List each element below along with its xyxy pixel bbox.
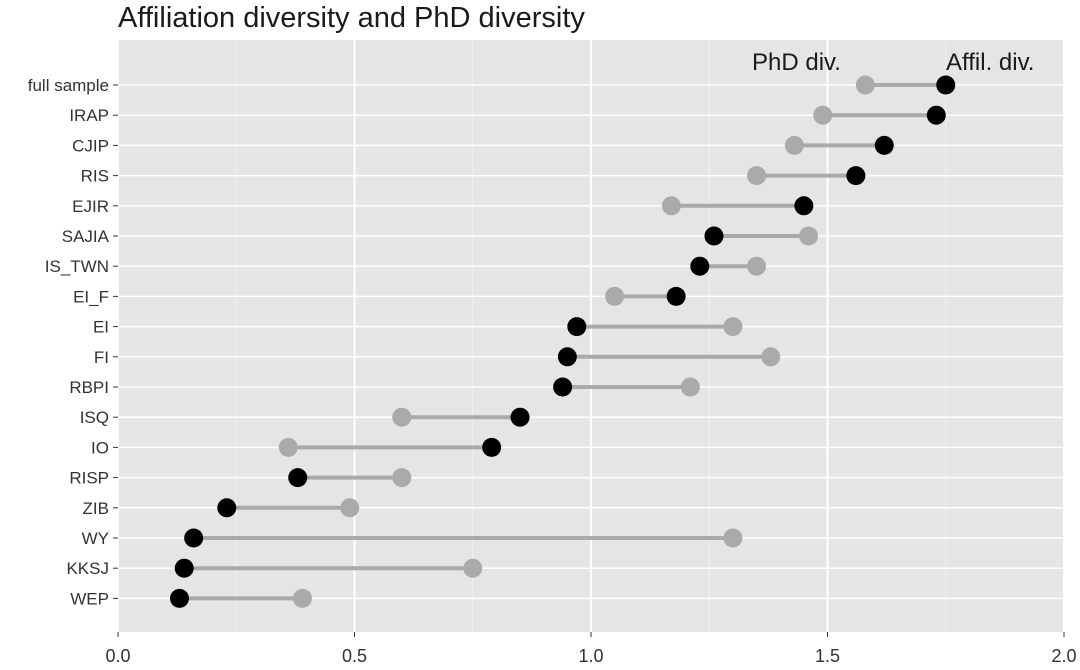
y-tick-label: IO: [91, 438, 109, 457]
affil-div-point: [510, 407, 530, 427]
affil-div-point: [926, 105, 946, 125]
y-tick-label: WY: [82, 529, 109, 548]
phd-div-point: [292, 588, 312, 608]
phd-div-point: [605, 286, 625, 306]
phd-div-point: [747, 256, 767, 276]
phd-div-point: [813, 105, 833, 125]
affil-div-point: [936, 75, 956, 95]
affil-div-point: [184, 528, 204, 548]
y-tick-label: EI: [93, 318, 109, 337]
y-tick-label: EJIR: [72, 197, 109, 216]
annotation-affil-div: Affil. div.: [946, 49, 1034, 76]
x-tick-label: 1.5: [815, 646, 840, 666]
phd-div-point: [784, 135, 804, 155]
y-tick-label: full sample: [28, 76, 109, 95]
y-axis-ticks: full sample IRAP CJIP RIS EJIR SAJIA IS_TWN EI_…: [28, 76, 118, 608]
phd-div-point: [463, 558, 483, 578]
dumbbell-segments: [179, 83, 946, 601]
affil-div-point: [567, 317, 587, 337]
affil-div-point: [557, 347, 577, 367]
affil-div-point: [846, 166, 866, 186]
y-tick-label: RIS: [81, 167, 109, 186]
y-tick-label: FI: [94, 348, 109, 367]
y-tick-label: CJIP: [72, 136, 109, 155]
x-tick-label: 2.0: [1051, 646, 1076, 666]
affil-div-point: [217, 498, 237, 518]
affil-div-point: [666, 286, 686, 306]
affil-div-point: [794, 196, 814, 216]
phd-div-point: [661, 196, 681, 216]
phd-div-point: [799, 226, 819, 246]
x-axis-ticks: 0.0 0.5 1.0 1.5 2.0: [105, 632, 1077, 666]
x-tick-label: 0.0: [105, 646, 130, 666]
phd-div-point: [761, 347, 781, 367]
phd-div-point: [747, 166, 767, 186]
annotation-phd-div: PhD div.: [752, 49, 841, 76]
y-tick-label: ZIB: [83, 499, 109, 518]
y-tick-label: WEP: [70, 589, 109, 608]
y-tick-label: SAJIA: [62, 227, 110, 246]
affil-div-point: [690, 256, 710, 276]
y-tick-label: ISQ: [80, 408, 109, 427]
y-tick-label: EI_F: [73, 287, 109, 306]
phd-div-point: [680, 377, 700, 397]
y-tick-label: IRAP: [69, 106, 109, 125]
phd-div-point: [723, 317, 743, 337]
affil-div-point: [169, 588, 189, 608]
x-tick-label: 1.0: [578, 646, 603, 666]
affil-div-point: [482, 437, 502, 457]
phd-div-point: [855, 75, 875, 95]
affil-div-point: [874, 135, 894, 155]
affil-div-point: [704, 226, 724, 246]
y-tick-label: RBPI: [69, 378, 109, 397]
affil-div-point: [288, 468, 308, 488]
phd-div-point: [723, 528, 743, 548]
x-tick-label: 0.5: [342, 646, 367, 666]
affil-div-point: [174, 558, 194, 578]
phd-div-point: [392, 468, 412, 488]
affil-div-point: [553, 377, 573, 397]
y-tick-label: KKSJ: [66, 559, 109, 578]
chart-title: Affiliation diversity and PhD diversity: [118, 2, 585, 34]
dumbbell-points: [169, 75, 956, 608]
phd-div-point: [278, 437, 298, 457]
y-tick-label: IS_TWN: [45, 257, 109, 276]
phd-div-point: [392, 407, 412, 427]
y-tick-label: RISP: [69, 469, 109, 488]
phd-div-point: [340, 498, 360, 518]
